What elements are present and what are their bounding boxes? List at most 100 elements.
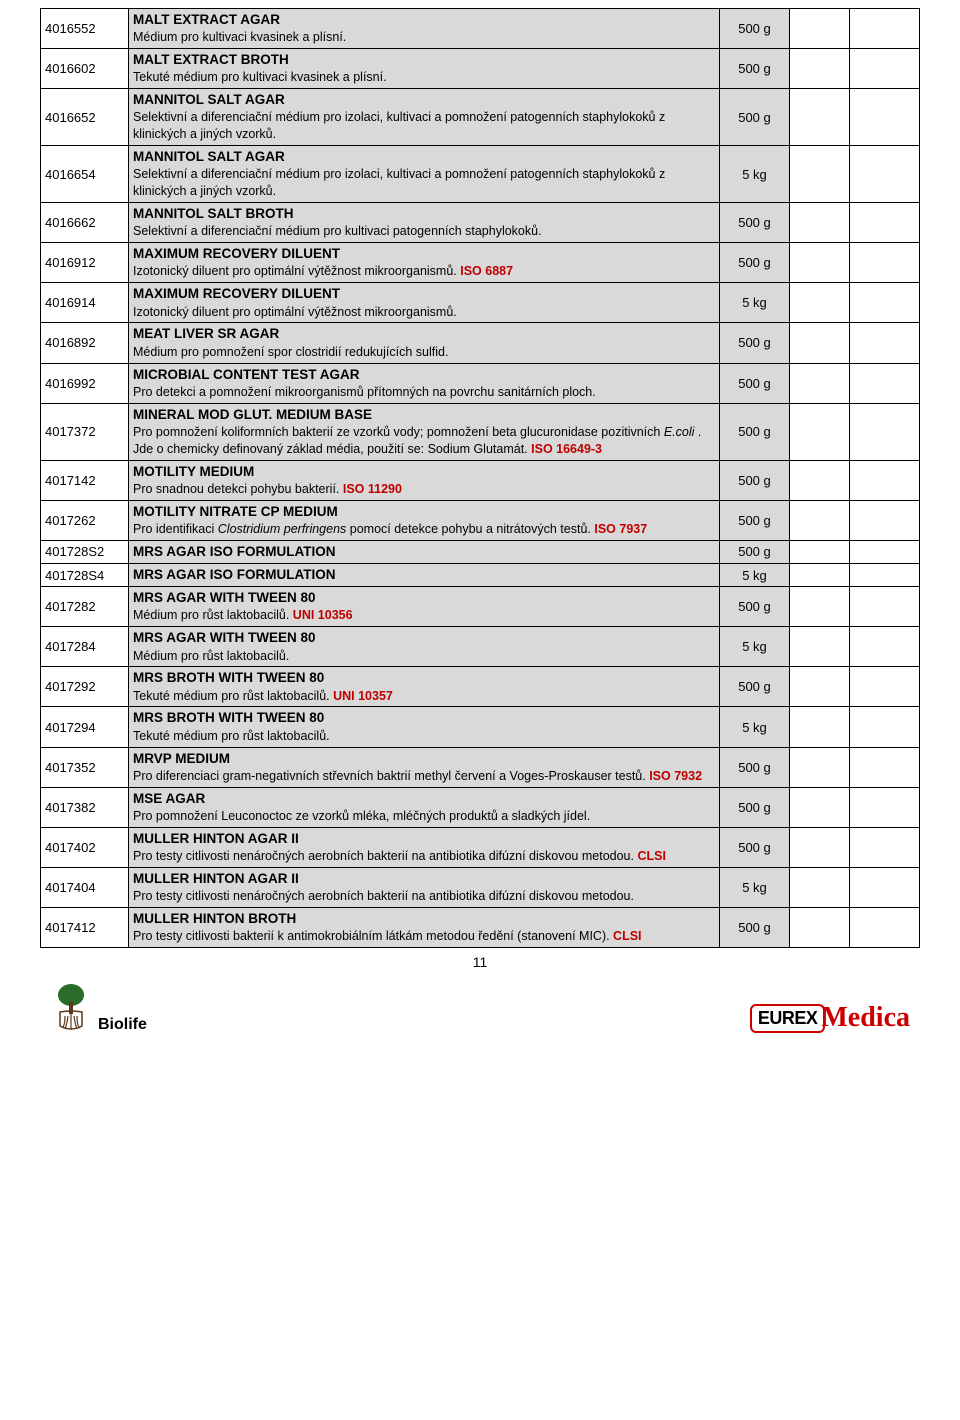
blank-cell bbox=[850, 540, 920, 563]
blank-cell bbox=[790, 323, 850, 363]
product-quantity: 5 kg bbox=[720, 707, 790, 747]
blank-cell bbox=[790, 867, 850, 907]
product-description: MULLER HINTON AGAR IIPro testy citlivost… bbox=[129, 827, 720, 867]
product-quantity: 500 g bbox=[720, 787, 790, 827]
blank-cell bbox=[850, 49, 920, 89]
page-number: 11 bbox=[40, 954, 920, 970]
blank-cell bbox=[850, 563, 920, 586]
table-row: 4017352MRVP MEDIUMPro diferenciaci gram-… bbox=[41, 747, 920, 787]
blank-cell bbox=[790, 243, 850, 283]
product-code: 4017284 bbox=[41, 627, 129, 667]
product-description: MINERAL MOD GLUT. MEDIUM BASEPro pomnože… bbox=[129, 403, 720, 460]
logo-eurex-medica: EUREX Medica bbox=[750, 1002, 910, 1034]
product-description: MULLER HINTON AGAR IIPro testy citlivost… bbox=[129, 867, 720, 907]
product-code: 4016914 bbox=[41, 283, 129, 323]
product-quantity: 500 g bbox=[720, 323, 790, 363]
blank-cell bbox=[850, 667, 920, 707]
product-code: 4017372 bbox=[41, 403, 129, 460]
product-description: MALT EXTRACT AGARMédium pro kultivaci kv… bbox=[129, 9, 720, 49]
table-row: 4017402MULLER HINTON AGAR IIPro testy ci… bbox=[41, 827, 920, 867]
blank-cell bbox=[850, 9, 920, 49]
product-code: 4016912 bbox=[41, 243, 129, 283]
product-code: 4016652 bbox=[41, 89, 129, 146]
product-quantity: 500 g bbox=[720, 9, 790, 49]
product-description: MAXIMUM RECOVERY DILUENTIzotonický dilue… bbox=[129, 283, 720, 323]
product-description: MRS BROTH WITH TWEEN 80Tekuté médium pro… bbox=[129, 667, 720, 707]
product-code: 4016654 bbox=[41, 146, 129, 203]
product-quantity: 500 g bbox=[720, 827, 790, 867]
table-row: 4016602MALT EXTRACT BROTHTekuté médium p… bbox=[41, 49, 920, 89]
product-table: 4016552MALT EXTRACT AGARMédium pro kulti… bbox=[40, 8, 920, 948]
blank-cell bbox=[850, 323, 920, 363]
product-quantity: 500 g bbox=[720, 460, 790, 500]
product-quantity: 500 g bbox=[720, 540, 790, 563]
blank-cell bbox=[790, 540, 850, 563]
table-row: 4016652MANNITOL SALT AGARSelektivní a di… bbox=[41, 89, 920, 146]
table-row: 4016892MEAT LIVER SR AGARMédium pro pomn… bbox=[41, 323, 920, 363]
product-quantity: 500 g bbox=[720, 203, 790, 243]
blank-cell bbox=[850, 827, 920, 867]
product-code: 4016992 bbox=[41, 363, 129, 403]
tree-icon bbox=[50, 982, 92, 1034]
product-description: MRVP MEDIUMPro diferenciaci gram-negativ… bbox=[129, 747, 720, 787]
table-row: 4016912MAXIMUM RECOVERY DILUENTIzotonick… bbox=[41, 243, 920, 283]
blank-cell bbox=[790, 747, 850, 787]
blank-cell bbox=[790, 627, 850, 667]
product-description: MRS BROTH WITH TWEEN 80Tekuté médium pro… bbox=[129, 707, 720, 747]
product-code: 4016552 bbox=[41, 9, 129, 49]
table-row: 401728S2MRS AGAR ISO FORMULATION500 g bbox=[41, 540, 920, 563]
medica-text: Medica bbox=[821, 1002, 910, 1034]
product-quantity: 500 g bbox=[720, 403, 790, 460]
blank-cell bbox=[850, 907, 920, 947]
footer: Biolife EUREX Medica bbox=[40, 982, 920, 1034]
product-code: 4017382 bbox=[41, 787, 129, 827]
blank-cell bbox=[790, 500, 850, 540]
table-row: 4017282MRS AGAR WITH TWEEN 80Médium pro … bbox=[41, 587, 920, 627]
blank-cell bbox=[850, 707, 920, 747]
blank-cell bbox=[850, 460, 920, 500]
blank-cell bbox=[850, 587, 920, 627]
product-description: MOTILITY MEDIUMPro snadnou detekci pohyb… bbox=[129, 460, 720, 500]
blank-cell bbox=[790, 587, 850, 627]
product-description: MANNITOL SALT BROTHSelektivní a diferenc… bbox=[129, 203, 720, 243]
product-quantity: 5 kg bbox=[720, 283, 790, 323]
blank-cell bbox=[790, 363, 850, 403]
blank-cell bbox=[850, 500, 920, 540]
blank-cell bbox=[850, 363, 920, 403]
product-code: 4016602 bbox=[41, 49, 129, 89]
table-row: 4016992MICROBIAL CONTENT TEST AGARPro de… bbox=[41, 363, 920, 403]
table-row: 4017262MOTILITY NITRATE CP MEDIUMPro ide… bbox=[41, 500, 920, 540]
product-code: 4017282 bbox=[41, 587, 129, 627]
blank-cell bbox=[790, 403, 850, 460]
table-row: 4017404MULLER HINTON AGAR IIPro testy ci… bbox=[41, 867, 920, 907]
blank-cell bbox=[850, 787, 920, 827]
blank-cell bbox=[850, 243, 920, 283]
eurex-text: EUREX bbox=[750, 1004, 826, 1033]
blank-cell bbox=[850, 283, 920, 323]
product-description: MSE AGARPro pomnožení Leuconoctoc ze vzo… bbox=[129, 787, 720, 827]
blank-cell bbox=[790, 9, 850, 49]
product-quantity: 500 g bbox=[720, 667, 790, 707]
product-description: MANNITOL SALT AGARSelektivní a diferenci… bbox=[129, 89, 720, 146]
product-description: MULLER HINTON BROTHPro testy citlivosti … bbox=[129, 907, 720, 947]
blank-cell bbox=[790, 667, 850, 707]
product-code: 4017292 bbox=[41, 667, 129, 707]
product-code: 401728S4 bbox=[41, 563, 129, 586]
table-row: 4017142MOTILITY MEDIUMPro snadnou detekc… bbox=[41, 460, 920, 500]
product-description: MRS AGAR ISO FORMULATION bbox=[129, 563, 720, 586]
table-row: 4017292MRS BROTH WITH TWEEN 80Tekuté méd… bbox=[41, 667, 920, 707]
product-description: MRS AGAR ISO FORMULATION bbox=[129, 540, 720, 563]
product-description: MICROBIAL CONTENT TEST AGARPro detekci a… bbox=[129, 363, 720, 403]
product-description: MRS AGAR WITH TWEEN 80Médium pro růst la… bbox=[129, 587, 720, 627]
product-quantity: 500 g bbox=[720, 243, 790, 283]
product-quantity: 5 kg bbox=[720, 563, 790, 586]
blank-cell bbox=[790, 827, 850, 867]
table-row: 4016654MANNITOL SALT AGARSelektivní a di… bbox=[41, 146, 920, 203]
table-row: 4016662MANNITOL SALT BROTHSelektivní a d… bbox=[41, 203, 920, 243]
blank-cell bbox=[850, 867, 920, 907]
product-description: MALT EXTRACT BROTHTekuté médium pro kult… bbox=[129, 49, 720, 89]
table-row: 4016914MAXIMUM RECOVERY DILUENTIzotonick… bbox=[41, 283, 920, 323]
blank-cell bbox=[790, 707, 850, 747]
table-row: 4016552MALT EXTRACT AGARMédium pro kulti… bbox=[41, 9, 920, 49]
table-row: 401728S4MRS AGAR ISO FORMULATION5 kg bbox=[41, 563, 920, 586]
